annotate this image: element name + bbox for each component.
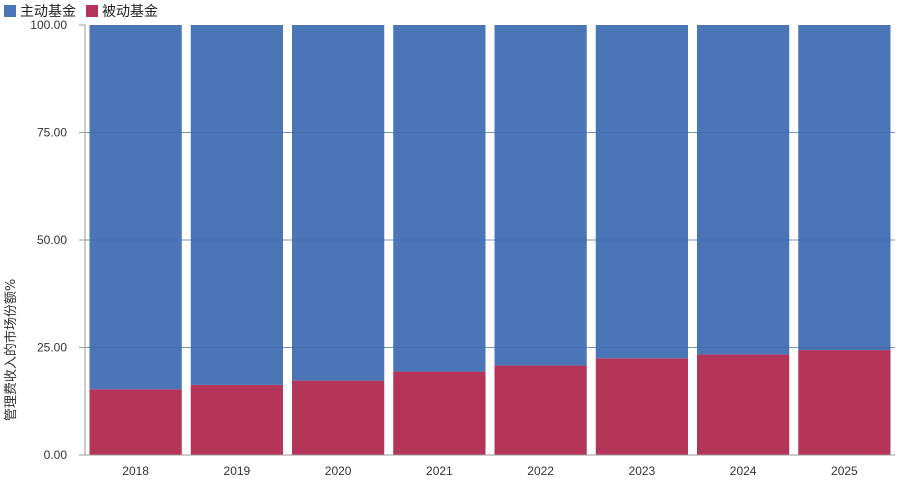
bar-active-2020 bbox=[292, 25, 385, 381]
x-tick-label: 2021 bbox=[426, 464, 453, 478]
bar-passive-2019 bbox=[190, 384, 283, 455]
y-tick-label: 0.00 bbox=[44, 448, 68, 462]
bar-active-2022 bbox=[494, 25, 587, 366]
x-tick-label: 2018 bbox=[122, 464, 149, 478]
bar-active-2018 bbox=[89, 25, 182, 390]
bar-passive-2022 bbox=[494, 365, 587, 455]
bar-passive-2024 bbox=[697, 354, 790, 455]
x-tick-label: 2024 bbox=[730, 464, 757, 478]
legend: 主动基金 被动基金 bbox=[4, 2, 168, 20]
legend-swatch-active bbox=[4, 5, 16, 17]
bar-active-2019 bbox=[190, 25, 283, 385]
bar-active-2024 bbox=[697, 25, 790, 355]
bar-active-2023 bbox=[595, 25, 688, 359]
bar-passive-2025 bbox=[798, 350, 891, 455]
y-tick-label: 100.00 bbox=[30, 18, 67, 32]
x-tick-label: 2023 bbox=[629, 464, 656, 478]
bar-passive-2018 bbox=[89, 389, 182, 455]
y-axis-title: 管理费收入的市场份额% bbox=[3, 279, 19, 421]
legend-swatch-passive bbox=[86, 5, 98, 17]
legend-item-passive[interactable]: 被动基金 bbox=[86, 1, 158, 21]
y-tick-label: 25.00 bbox=[37, 341, 67, 355]
bar-passive-2023 bbox=[595, 358, 688, 455]
bar-active-2025 bbox=[798, 25, 891, 351]
bar-active-2021 bbox=[393, 25, 486, 372]
x-tick-label: 2020 bbox=[325, 464, 352, 478]
bar-passive-2021 bbox=[393, 371, 486, 455]
bar-passive-2020 bbox=[292, 380, 385, 455]
legend-label-active: 主动基金 bbox=[20, 4, 76, 20]
y-tick-label: 75.00 bbox=[37, 126, 67, 140]
legend-label-passive: 被动基金 bbox=[102, 4, 158, 20]
x-tick-label: 2022 bbox=[527, 464, 554, 478]
legend-item-active[interactable]: 主动基金 bbox=[4, 1, 76, 21]
x-tick-label: 2019 bbox=[224, 464, 251, 478]
x-tick-label: 2025 bbox=[831, 464, 858, 478]
y-tick-label: 50.00 bbox=[37, 233, 67, 247]
